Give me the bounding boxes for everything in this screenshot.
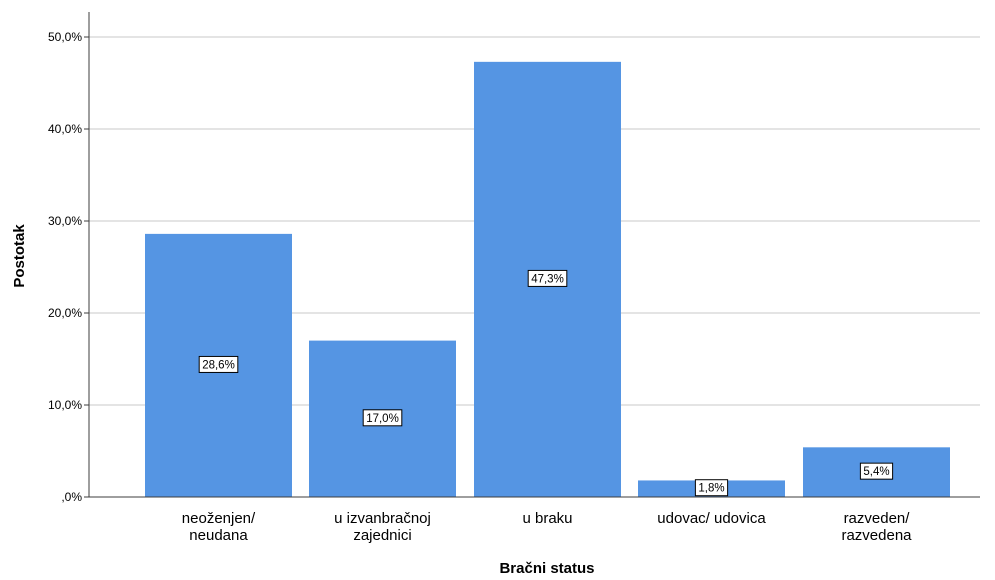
data-label-box	[527, 269, 568, 287]
data-label-text: 28,6%	[202, 359, 235, 371]
data-label-box	[362, 409, 403, 427]
axes	[84, 12, 980, 498]
y-axis-title: Postotak	[11, 224, 28, 288]
y-tick-label: ,0%	[61, 490, 82, 504]
x-category-label: udovac/ udovica	[657, 510, 766, 527]
y-tick-label: 30,0%	[48, 214, 82, 228]
y-tick-label: 10,0%	[48, 398, 82, 412]
x-axis-title: Bračni status	[499, 560, 594, 577]
data-label: 5,4%	[859, 462, 894, 480]
x-category-label: u braku	[522, 510, 572, 527]
y-tick-label: 50,0%	[48, 30, 82, 44]
y-tick-label: 20,0%	[48, 306, 82, 320]
data-label: 1,8%	[694, 479, 729, 497]
y-tick-label: 40,0%	[48, 122, 82, 136]
data-label: 28,6%	[198, 355, 239, 373]
x-category-label: neoženjen/neudana	[182, 510, 256, 544]
data-label-text: 17,0%	[366, 413, 399, 425]
x-category-labels: neoženjen/neudana u izvanbračnoj zajednici…	[182, 510, 912, 544]
data-labels: 28,6% 17,0% 47,3% 1,8% 5,4%	[198, 269, 894, 497]
data-label-box	[198, 355, 239, 373]
data-label-text: 5,4%	[863, 466, 889, 478]
y-tick-labels: ,0% 10,0% 20,0% 30,0% 40,0% 50,0%	[48, 30, 82, 504]
data-label-box	[859, 462, 894, 480]
x-category-label: razveden/razvedena	[841, 510, 912, 544]
x-category-label: u izvanbračnoj zajednici	[334, 510, 431, 544]
data-label-box	[694, 479, 729, 497]
data-label: 17,0%	[362, 409, 403, 427]
data-label-text: 1,8%	[698, 483, 724, 495]
data-label-text: 47,3%	[531, 273, 564, 285]
data-label: 47,3%	[527, 269, 568, 287]
